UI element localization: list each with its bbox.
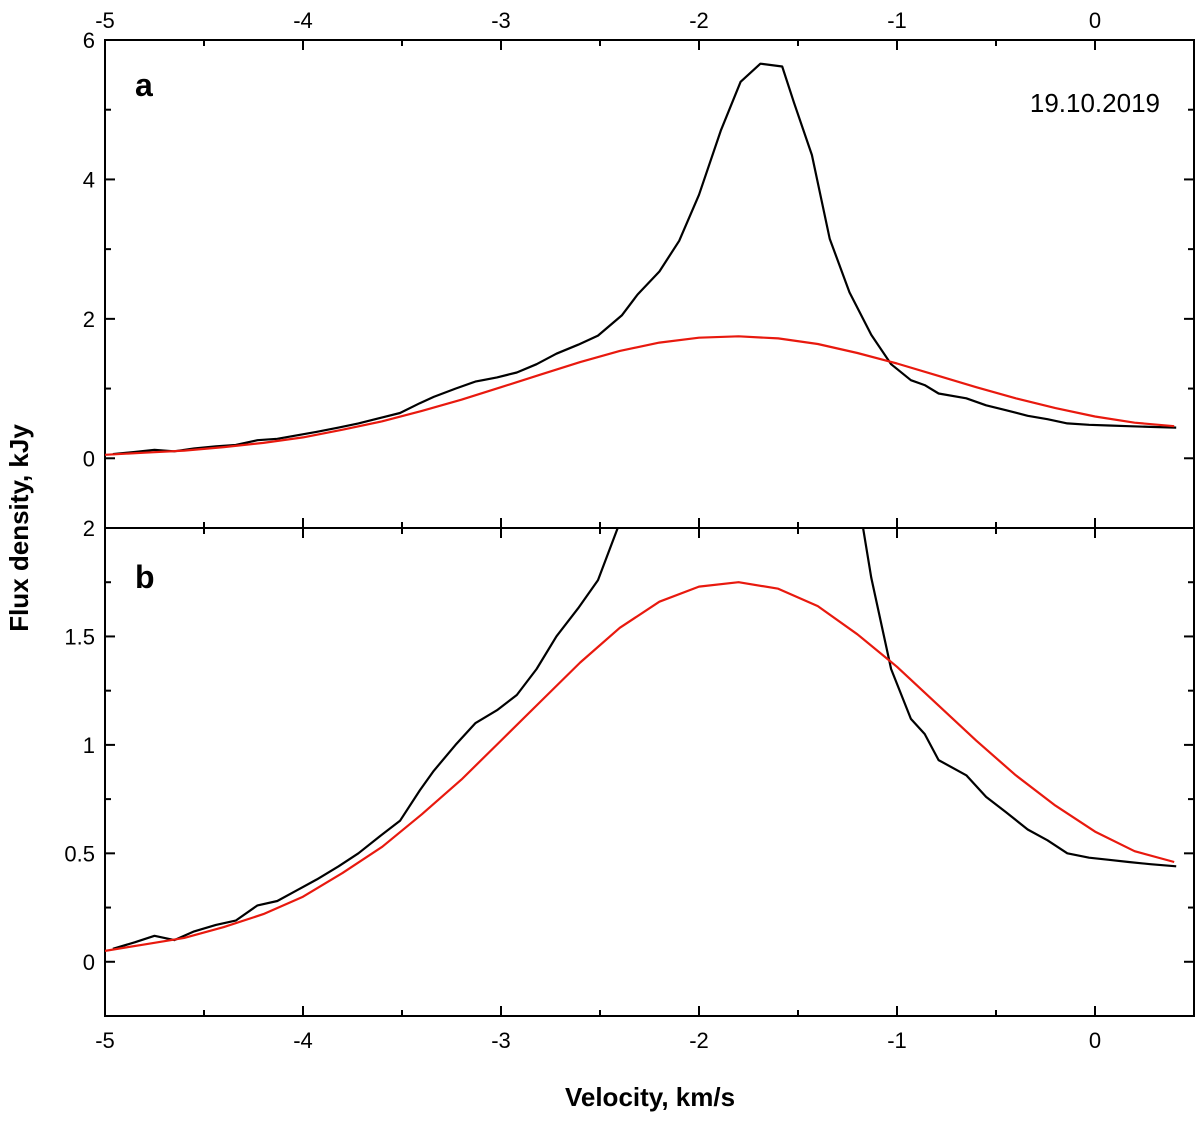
- x-tick-label-top: 0: [1089, 8, 1101, 33]
- x-tick-label-bottom: -2: [689, 1028, 709, 1053]
- panel-a-observed-line: [112, 62, 1177, 456]
- panel-b-lines: [105, 528, 1177, 952]
- panel-a-y-tick-label: 4: [83, 167, 95, 192]
- panel-b-frame: [104, 527, 1195, 1017]
- x-tick-label-bottom: -3: [491, 1028, 511, 1053]
- x-tick-label-top: -4: [293, 8, 313, 33]
- panel-b-y-tick-label: 1.5: [64, 624, 95, 649]
- panel-b-fit-line: [105, 581, 1175, 952]
- x-tick-label-bottom: -4: [293, 1028, 313, 1053]
- x-tick-label-bottom: -5: [95, 1028, 115, 1053]
- panel-b-letter: b: [135, 559, 155, 595]
- x-tick-label-bottom: -1: [887, 1028, 907, 1053]
- panel-b-y-tick-label: 0: [83, 950, 95, 975]
- panel-b-y-tick-label: 2: [83, 516, 95, 541]
- panel-b: -5 -4 -3 -2 -1 0 0 0.5 1 1.5 2 b: [64, 516, 1195, 1053]
- x-tick-label-top: -5: [95, 8, 115, 33]
- panel-b-ticks: -5 -4 -3 -2 -1 0 0 0.5 1 1.5 2: [64, 516, 1195, 1053]
- panel-a-y-tick-label: 2: [83, 307, 95, 332]
- panel-a-lines: [105, 62, 1177, 456]
- panel-a-ticks: -5 -4 -3 -2 -1 0 0 2 4 6: [83, 8, 1195, 529]
- y-axis-title: Flux density, kJy: [4, 424, 34, 632]
- x-tick-label-top: -2: [689, 8, 709, 33]
- x-tick-label-bottom: 0: [1089, 1028, 1101, 1053]
- date-label: 19.10.2019: [1030, 88, 1160, 118]
- panel-b-y-tick-label: 1: [83, 733, 95, 758]
- panel-a-y-tick-label: 6: [83, 28, 95, 53]
- panel-b-observed-line: [112, 528, 1177, 950]
- panel-a-letter: a: [135, 67, 153, 103]
- x-tick-label-top: -1: [887, 8, 907, 33]
- panel-a-fit-line: [105, 335, 1175, 456]
- x-tick-label-top: -3: [491, 8, 511, 33]
- panel-a: -5 -4 -3 -2 -1 0 0 2 4 6 a 19.10.2019: [83, 8, 1195, 529]
- x-axis-title: Velocity, km/s: [565, 1082, 735, 1112]
- panel-a-y-tick-label: 0: [83, 446, 95, 471]
- panel-b-y-tick-label: 0.5: [64, 841, 95, 866]
